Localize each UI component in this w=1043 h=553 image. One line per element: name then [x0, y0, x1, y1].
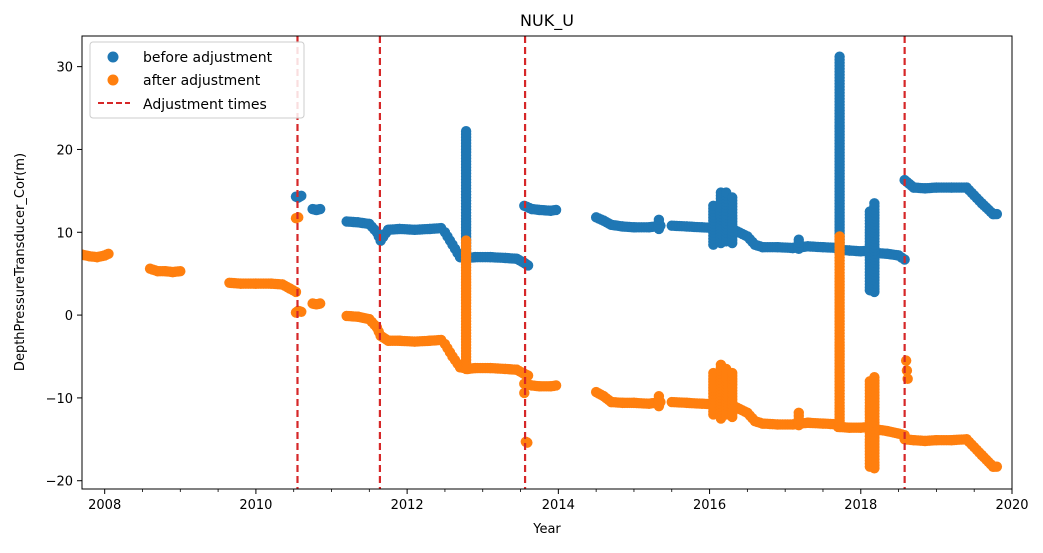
data-point — [793, 407, 804, 419]
data-point — [869, 371, 880, 383]
chart-title: NUK_U — [520, 11, 574, 31]
data-point — [834, 51, 845, 62]
series-0 — [290, 51, 1003, 298]
data-point — [522, 437, 533, 448]
x-tick-label: 2008 — [88, 498, 121, 513]
data-marks — [82, 51, 1003, 474]
series-1 — [82, 212, 1003, 474]
y-tick-label: 20 — [56, 143, 73, 158]
x-tick-label: 2016 — [693, 498, 726, 513]
data-point — [296, 306, 307, 317]
data-point — [314, 203, 326, 215]
x-tick-label: 2018 — [844, 498, 877, 513]
data-point — [991, 208, 1003, 220]
plot-frame — [81, 35, 1013, 490]
legend-label-before: before adjustment — [143, 50, 273, 66]
x-tick-label: 2020 — [995, 498, 1028, 513]
data-point — [290, 286, 302, 298]
x-tick-label: 2014 — [542, 498, 575, 513]
data-point — [175, 265, 186, 277]
data-point — [460, 126, 472, 137]
y-tick-label: 0 — [65, 309, 73, 324]
data-point — [991, 461, 1003, 472]
data-point — [900, 355, 912, 366]
data-point — [727, 192, 738, 203]
data-point — [460, 235, 472, 246]
y-tick-label: 30 — [56, 61, 73, 76]
axes: 2008 2010 2012 2014 2016 2018 2020 −20 −10 0 10 20 3… — [46, 35, 1029, 513]
y-tick-label: 10 — [56, 226, 73, 241]
y-tick-label: −10 — [46, 392, 73, 407]
data-point — [793, 234, 804, 245]
legend: before adjustment after adjustment Adjus… — [89, 41, 305, 119]
x-axis-label: Year — [532, 522, 561, 537]
data-point — [103, 248, 114, 260]
data-point — [296, 190, 307, 202]
data-point — [550, 204, 562, 216]
data-point — [550, 380, 562, 391]
legend-box — [89, 41, 305, 119]
y-tick-label: −20 — [46, 475, 73, 490]
legend-marker-after — [107, 74, 119, 86]
plot-area — [82, 36, 1003, 489]
data-point — [834, 231, 845, 242]
data-point — [653, 214, 665, 226]
legend-label-after: after adjustment — [143, 73, 261, 89]
data-point — [727, 367, 738, 379]
y-axis-label: DepthPressureTransducer_Cor(m) — [13, 153, 28, 371]
data-point — [653, 391, 665, 402]
legend-marker-before — [107, 51, 119, 63]
data-point — [869, 198, 880, 209]
data-point — [314, 298, 326, 309]
legend-label-adjustment: Adjustment times — [143, 97, 267, 113]
x-tick-label: 2012 — [391, 498, 424, 513]
x-tick-label: 2010 — [239, 498, 272, 513]
